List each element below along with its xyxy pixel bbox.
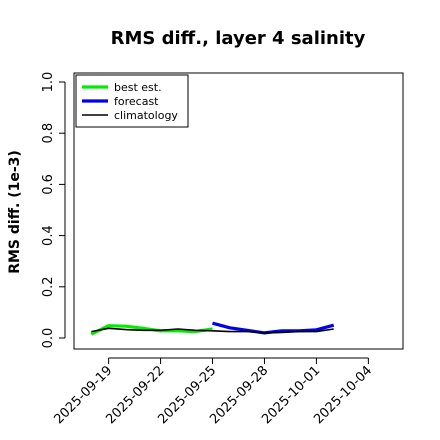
y-tick-label: 0.4 bbox=[41, 225, 56, 246]
y-tick-label: 0.2 bbox=[41, 276, 56, 297]
legend-label: best est. bbox=[114, 81, 162, 94]
series-line-climatology bbox=[91, 327, 334, 334]
plot-frame bbox=[73, 72, 404, 350]
y-axis-label: RMS diff. (1e-3) bbox=[7, 150, 23, 274]
legend-label: forecast bbox=[114, 95, 159, 108]
chart-title: RMS diff., layer 4 salinity bbox=[111, 28, 366, 49]
y-tick-label: 0.6 bbox=[41, 174, 56, 195]
y-tick-label: 0.0 bbox=[41, 328, 56, 349]
legend-label: climatology bbox=[114, 109, 178, 122]
y-tick-label: 0.8 bbox=[41, 123, 56, 144]
y-tick-label: 1.0 bbox=[41, 72, 56, 93]
